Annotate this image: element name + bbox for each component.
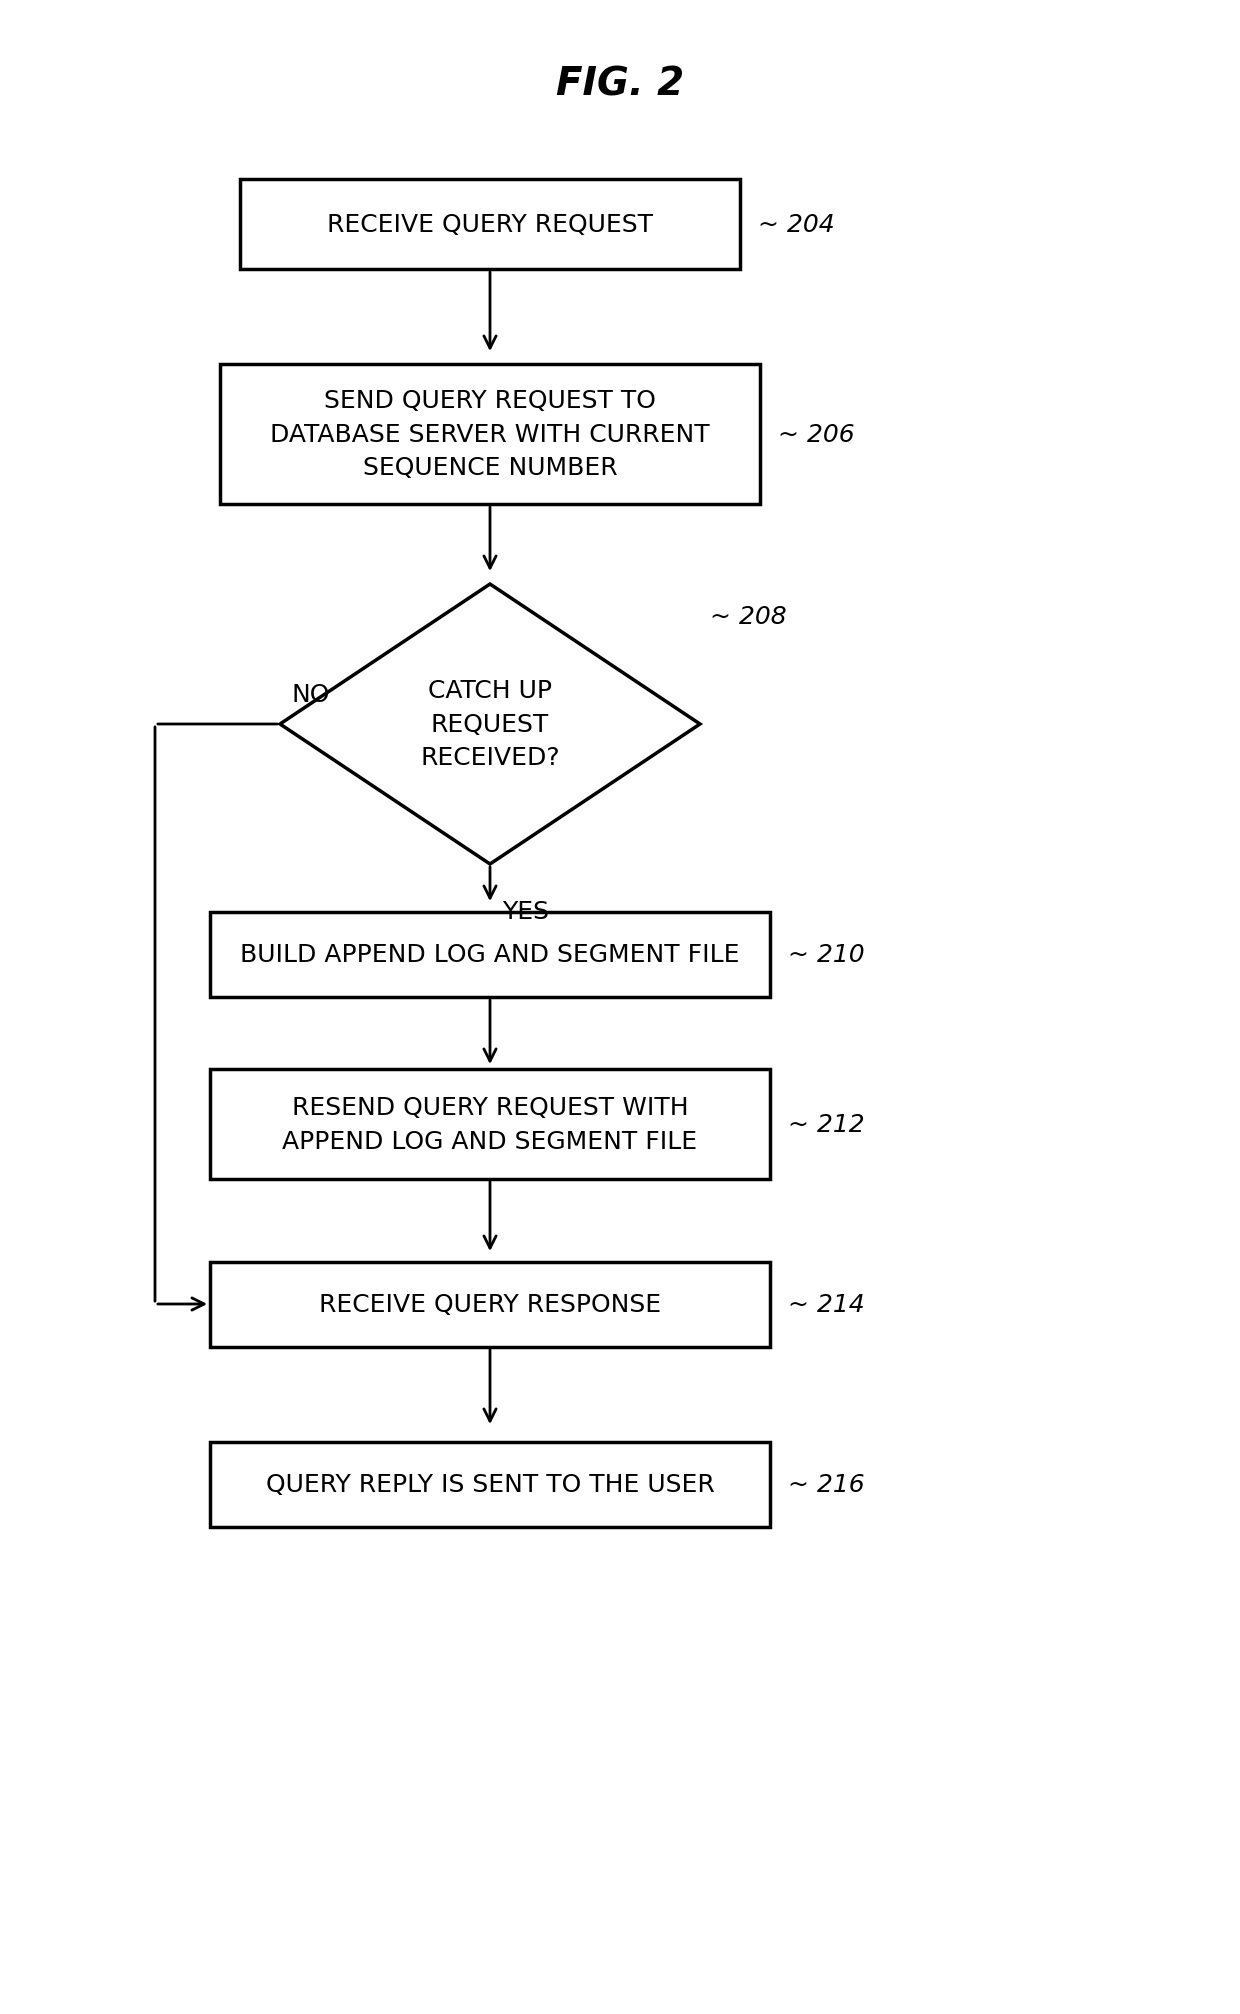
Bar <box>210 1263 770 1347</box>
Text: ~ 210: ~ 210 <box>787 943 864 967</box>
Text: RECEIVE QUERY REQUEST: RECEIVE QUERY REQUEST <box>327 213 653 238</box>
Text: BUILD APPEND LOG AND SEGMENT FILE: BUILD APPEND LOG AND SEGMENT FILE <box>241 943 740 967</box>
Text: RECEIVE QUERY RESPONSE: RECEIVE QUERY RESPONSE <box>319 1293 661 1317</box>
Text: ~ 206: ~ 206 <box>777 423 854 447</box>
Polygon shape <box>280 584 701 864</box>
Text: ~ 212: ~ 212 <box>787 1112 864 1136</box>
Text: ~ 204: ~ 204 <box>758 213 835 238</box>
Text: CATCH UP
REQUEST
RECEIVED?: CATCH UP REQUEST RECEIVED? <box>420 679 559 769</box>
Bar <box>210 1069 770 1180</box>
Text: NO: NO <box>291 683 330 707</box>
Bar <box>241 179 740 270</box>
Bar <box>210 912 770 997</box>
Text: ~ 208: ~ 208 <box>711 604 786 628</box>
Text: FIG. 2: FIG. 2 <box>556 66 684 105</box>
Text: SEND QUERY REQUEST TO
DATABASE SERVER WITH CURRENT
SEQUENCE NUMBER: SEND QUERY REQUEST TO DATABASE SERVER WI… <box>270 389 709 479</box>
Text: RESEND QUERY REQUEST WITH
APPEND LOG AND SEGMENT FILE: RESEND QUERY REQUEST WITH APPEND LOG AND… <box>283 1096 698 1154</box>
Bar <box>219 365 760 506</box>
Text: QUERY REPLY IS SENT TO THE USER: QUERY REPLY IS SENT TO THE USER <box>265 1472 714 1496</box>
Text: ~ 214: ~ 214 <box>787 1293 864 1317</box>
Text: ~ 216: ~ 216 <box>787 1472 864 1496</box>
Text: YES: YES <box>502 900 549 924</box>
Bar <box>210 1442 770 1527</box>
